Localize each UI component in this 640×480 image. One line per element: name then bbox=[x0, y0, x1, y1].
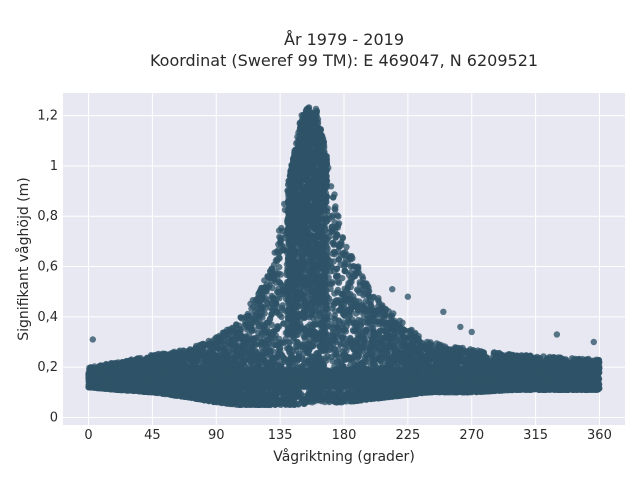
scatter-point bbox=[343, 243, 350, 251]
scatter-point bbox=[328, 354, 335, 361]
scatter-point bbox=[332, 308, 339, 315]
scatter-point bbox=[359, 287, 367, 294]
data-points bbox=[85, 104, 603, 409]
scatter-point bbox=[330, 258, 337, 265]
scatter-point bbox=[276, 263, 283, 271]
